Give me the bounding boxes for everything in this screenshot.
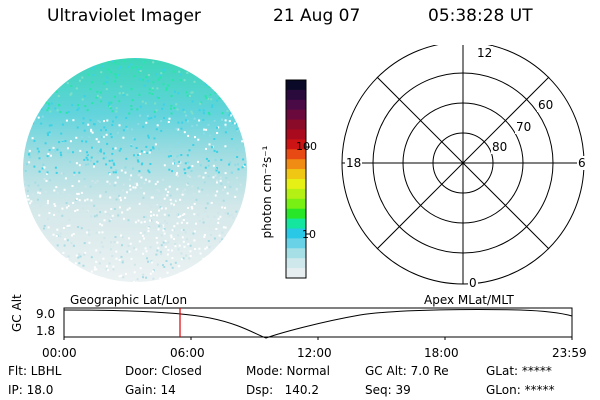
colorbar-cell (286, 238, 306, 249)
polar-grid (341, 45, 585, 285)
colorbar-cell (286, 139, 306, 150)
glat-info: GLat: ***** (486, 364, 552, 378)
colorbar-cell (286, 179, 306, 190)
colorbar-cell (286, 89, 306, 101)
colorbar-cell (286, 228, 306, 239)
mlt-label-0: 0 (468, 276, 478, 290)
mode-info: Mode: Normal (246, 364, 330, 378)
colorbar-cell (286, 208, 306, 220)
time-label: 05:38:28 UT (428, 6, 533, 26)
colorbar-cell (286, 188, 306, 200)
colorbar-cell (286, 80, 306, 91)
timeline-plot (63, 307, 573, 340)
mlt-label-18: 18 (345, 156, 363, 170)
colorbar-unit-label: photon cm⁻²s⁻¹ (260, 145, 274, 239)
filter-info: Flt: LBHL (8, 364, 62, 378)
geo-latlon-label: Geographic Lat/Lon (70, 293, 188, 307)
ip-info: IP: 18.0 (8, 383, 54, 397)
apex-mlat-label: Apex MLat/MLT (424, 293, 514, 307)
colorbar-cell (286, 268, 306, 279)
x-tick-1200: 12:00 (297, 346, 332, 360)
dsp-info: Dsp: 140.2 (246, 383, 319, 397)
colorbar-cell (286, 218, 306, 230)
mlat-label-80: 80 (491, 140, 509, 154)
colorbar-cell (286, 169, 306, 180)
gc-alt-info: GC Alt: 7.0 Re (365, 364, 449, 378)
date-label: 21 Aug 07 (273, 6, 361, 26)
colorbar-cell (286, 129, 306, 140)
colorbar-cell (286, 99, 306, 111)
mlat-label-70: 70 (515, 120, 533, 134)
mlat-label-60: 60 (537, 98, 555, 112)
door-info: Door: Closed (125, 364, 202, 378)
mlt-label-6: 6 (577, 156, 587, 170)
colorbar-cell (286, 119, 306, 131)
colorbar-cell (286, 159, 306, 170)
glon-info: GLon: ***** (486, 383, 555, 397)
colorbar-tick-100: 100 (296, 140, 317, 153)
x-tick-0600: 06:00 (170, 346, 205, 360)
mlt-label-12: 12 (476, 46, 494, 60)
seq-info: Seq: 39 (365, 383, 411, 397)
colorbar-cell (286, 109, 306, 121)
alt-tick-high: 9.0 (36, 307, 56, 321)
colorbar-cell (286, 258, 306, 269)
colorbar-cell (286, 198, 306, 210)
x-tick-0000: 00:00 (42, 346, 77, 360)
instrument-title: Ultraviolet Imager (47, 6, 201, 26)
alt-tick-low: 1.8 (36, 324, 56, 338)
x-tick-2359: 23:59 (552, 346, 587, 360)
colorbar (285, 79, 310, 279)
gc-alt-axis-label: GC Alt (10, 294, 24, 332)
uv-image-disc (23, 58, 247, 282)
colorbar-cell (286, 149, 306, 160)
gain-info: Gain: 14 (125, 383, 176, 397)
x-tick-1800: 18:00 (424, 346, 459, 360)
colorbar-cell (286, 248, 306, 259)
colorbar-tick-10: 10 (302, 228, 316, 241)
